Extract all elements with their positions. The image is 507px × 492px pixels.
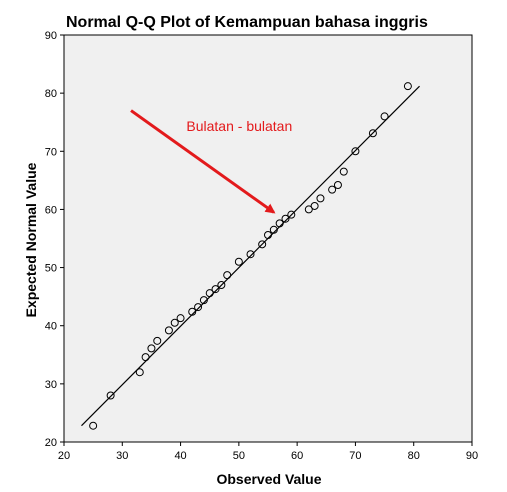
data-point xyxy=(106,391,115,400)
data-point xyxy=(223,271,232,280)
x-tick-label: 70 xyxy=(349,450,361,462)
data-point xyxy=(153,336,162,345)
data-point xyxy=(135,368,144,377)
data-point xyxy=(310,201,319,210)
data-point xyxy=(339,167,348,176)
data-point xyxy=(217,281,226,290)
data-point xyxy=(304,205,313,214)
data-point xyxy=(281,214,290,223)
y-tick-label: 70 xyxy=(45,146,57,158)
y-axis-label: Expected Normal Value xyxy=(23,162,39,317)
x-axis-label: Observed Value xyxy=(216,471,321,487)
annotation-label: Bulatan - bulatan xyxy=(186,118,292,134)
data-point xyxy=(275,219,284,228)
data-point xyxy=(351,147,360,156)
x-tick-label: 20 xyxy=(58,450,70,462)
data-point xyxy=(234,257,243,266)
y-tick-label: 40 xyxy=(45,321,57,333)
data-point xyxy=(188,307,197,316)
data-point xyxy=(328,185,337,194)
data-point xyxy=(269,225,278,234)
x-tick-label: 80 xyxy=(408,450,420,462)
axis-ticks: 20 30 40 50 60 70 80 90 20 30 40 50 60 70 80 90 xyxy=(45,30,478,462)
x-tick-label: 30 xyxy=(116,450,128,462)
x-tick-label: 40 xyxy=(174,450,186,462)
data-point xyxy=(246,250,255,259)
data-point xyxy=(333,181,342,190)
data-point xyxy=(89,421,98,430)
x-tick-label: 50 xyxy=(233,450,245,462)
chart-title: Normal Q-Q Plot of Kemampuan bahasa ingg… xyxy=(66,14,428,31)
data-point xyxy=(199,296,208,305)
data-point xyxy=(164,326,173,335)
annotation-arrow xyxy=(130,109,276,214)
data-point xyxy=(176,314,185,323)
data-point xyxy=(368,129,377,138)
data-point xyxy=(287,210,296,219)
data-point xyxy=(141,353,150,362)
data-point xyxy=(380,112,389,121)
data-point xyxy=(170,318,179,327)
y-tick-label: 50 xyxy=(45,263,57,275)
data-point xyxy=(403,82,412,91)
data-point xyxy=(211,285,220,294)
data-point xyxy=(205,289,214,298)
data-point xyxy=(264,231,272,240)
y-tick-label: 20 xyxy=(45,437,57,449)
data-point xyxy=(258,240,267,249)
data-point xyxy=(316,194,325,203)
y-tick-label: 80 xyxy=(45,88,57,100)
data-point xyxy=(194,303,203,312)
y-tick-label: 30 xyxy=(45,379,57,391)
x-tick-label: 90 xyxy=(466,450,478,462)
x-tick-label: 60 xyxy=(291,450,303,462)
data-points xyxy=(89,82,412,430)
y-tick-label: 60 xyxy=(45,204,57,216)
y-tick-label: 90 xyxy=(45,30,57,42)
data-point xyxy=(147,344,156,353)
